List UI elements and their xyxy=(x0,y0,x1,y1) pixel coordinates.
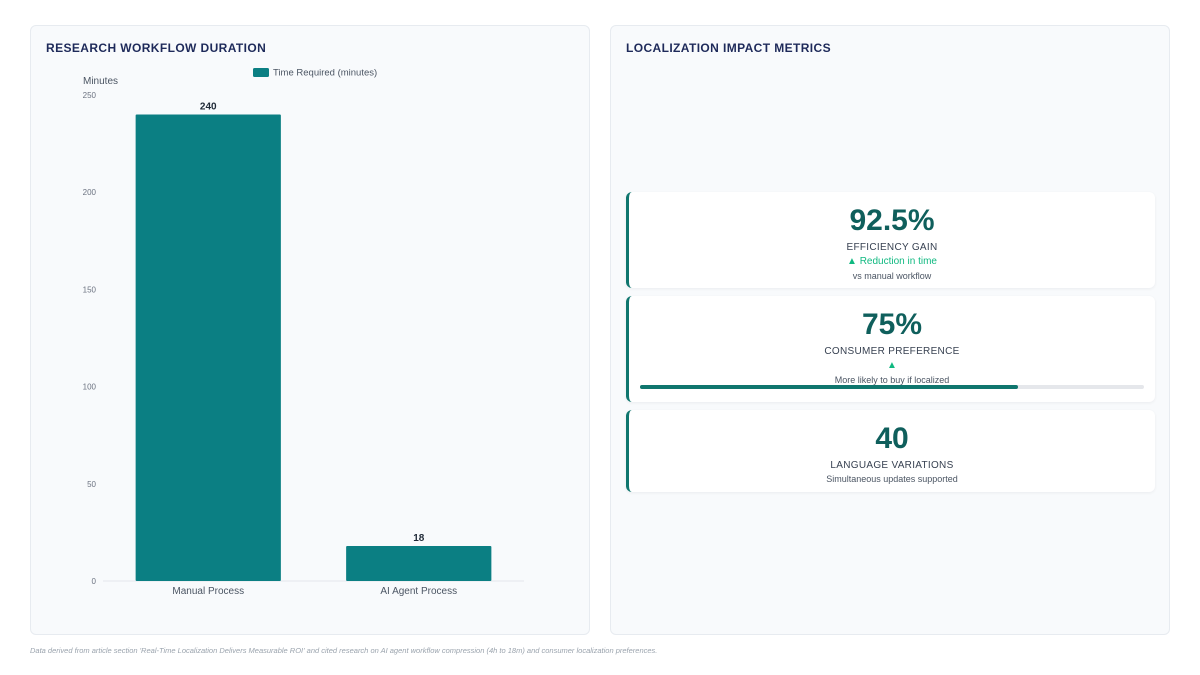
metric-card-language-variations: 40 LANGUAGE VARIATIONS Simultaneous upda… xyxy=(626,410,1155,492)
preference-progress-fill xyxy=(640,385,1018,389)
y-tick-label: 100 xyxy=(83,383,97,392)
efficiency-value: 92.5% xyxy=(849,204,935,237)
bar-manual-process xyxy=(135,114,281,581)
legend-label: Time Required (minutes) xyxy=(273,68,377,79)
preference-sub: More likely to buy if localized xyxy=(834,375,950,385)
x-tick-label: AI Agent Process xyxy=(380,586,457,597)
source-footnote: Data derived from article section 'Real-… xyxy=(30,646,658,655)
preference-progress-track xyxy=(640,385,1144,389)
metric-card-consumer-preference: 75% CONSUMER PREFERENCE ▲ More likely to… xyxy=(626,296,1155,402)
y-tick-label: 150 xyxy=(83,285,97,294)
metric-card-efficiency: 92.5% EFFICIENCY GAIN ▲ Reduction in tim… xyxy=(626,192,1155,288)
bar-data-label: 18 xyxy=(413,533,425,544)
y-tick-label: 200 xyxy=(83,188,97,197)
y-tick-label: 50 xyxy=(87,480,96,489)
x-tick-label: Manual Process xyxy=(172,586,244,597)
y-axis-title: Minutes xyxy=(83,76,118,87)
duration-chart-panel: RESEARCH WORKFLOW DURATION Time Required… xyxy=(30,25,590,635)
bar-ai-agent-process xyxy=(346,546,492,581)
y-tick-label: 250 xyxy=(83,91,97,100)
metrics-panel: LOCALIZATION IMPACT METRICS 92.5% EFFICI… xyxy=(610,25,1170,635)
efficiency-label: EFFICIENCY GAIN xyxy=(846,242,938,253)
duration-bar-chart: Time Required (minutes) Minutes 0 50 100 150 2… xyxy=(83,68,524,597)
languages-label: LANGUAGE VARIATIONS xyxy=(830,460,954,471)
metrics-panel-title: LOCALIZATION IMPACT METRICS xyxy=(626,41,832,55)
legend-swatch xyxy=(253,68,269,77)
languages-sub: Simultaneous updates supported xyxy=(826,474,958,484)
preference-trend: ▲ xyxy=(887,360,897,371)
efficiency-trend: ▲ Reduction in time xyxy=(847,256,937,267)
y-tick-label: 0 xyxy=(92,577,97,586)
preference-label: CONSUMER PREFERENCE xyxy=(824,346,960,357)
bar-data-label: 240 xyxy=(200,101,217,112)
chart-panel-title: RESEARCH WORKFLOW DURATION xyxy=(46,41,267,55)
efficiency-sub: vs manual workflow xyxy=(852,271,932,281)
languages-value: 40 xyxy=(875,422,909,455)
preference-value: 75% xyxy=(861,308,923,341)
